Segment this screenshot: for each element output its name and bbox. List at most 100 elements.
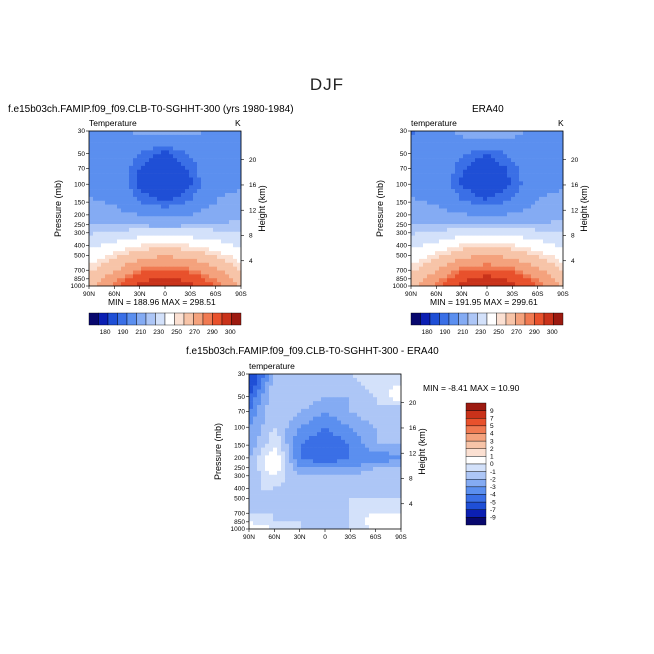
- field-cell: [483, 235, 488, 240]
- field-cell: [547, 274, 552, 279]
- field-cell: [385, 455, 390, 460]
- field-cell: [161, 173, 166, 178]
- field-cell: [447, 177, 452, 182]
- field-cell: [539, 208, 544, 213]
- field-cell: [515, 235, 520, 240]
- field-cell: [551, 134, 556, 140]
- field-cell: [169, 193, 174, 198]
- field-cell: [309, 393, 314, 398]
- field-cell: [377, 501, 382, 507]
- field-cell: [397, 451, 402, 456]
- field-cell: [455, 150, 460, 155]
- field-cell: [389, 486, 394, 491]
- field-cell: [373, 467, 378, 472]
- field-cell: [121, 231, 126, 236]
- field-cell: [325, 509, 330, 514]
- field-cell: [209, 216, 214, 221]
- field-cell: [479, 231, 484, 236]
- field-cell: [381, 517, 386, 522]
- field-cell: [201, 154, 206, 159]
- field-cell: [177, 258, 182, 264]
- field-cell: [153, 258, 158, 264]
- field-cell: [253, 478, 258, 483]
- field-cell: [451, 165, 456, 171]
- field-cell: [153, 131, 158, 136]
- field-cell: [511, 173, 516, 178]
- field-cell: [377, 412, 382, 417]
- field-cell: [233, 255, 238, 260]
- field-cell: [341, 381, 346, 386]
- field-cell: [217, 146, 222, 151]
- field-cell: [447, 274, 452, 279]
- colorbar-label: 270: [189, 329, 200, 336]
- field-cell: [471, 208, 476, 213]
- field-cell: [121, 134, 126, 140]
- field-cell: [519, 138, 524, 143]
- field-cell: [373, 447, 378, 452]
- field-cell: [213, 239, 218, 244]
- field-cell: [273, 412, 278, 417]
- field-cell: [333, 381, 338, 386]
- field-cell: [419, 231, 424, 236]
- field-cell: [341, 428, 346, 433]
- field-cell: [507, 251, 512, 256]
- field-cell: [141, 258, 146, 264]
- field-cell: [105, 134, 110, 140]
- field-cell: [419, 227, 424, 233]
- field-cell: [185, 243, 190, 248]
- field-cell: [447, 239, 452, 244]
- field-cell: [169, 255, 174, 260]
- field-cell: [467, 146, 472, 151]
- field-cell: [443, 216, 448, 221]
- field-cell: [495, 162, 500, 167]
- field-cell: [459, 134, 464, 140]
- field-cell: [257, 385, 262, 390]
- field-cell: [329, 501, 334, 507]
- field-cell: [237, 146, 242, 151]
- field-cell: [105, 196, 110, 202]
- field-cell: [157, 212, 162, 217]
- field-cell: [559, 204, 564, 209]
- field-cell: [237, 189, 242, 194]
- field-cell: [507, 282, 512, 287]
- field-cell: [447, 196, 452, 202]
- field-cell: [467, 247, 472, 252]
- field-cell: [539, 266, 544, 271]
- field-cell: [511, 212, 516, 217]
- field-cell: [551, 146, 556, 151]
- field-cell: [169, 274, 174, 279]
- field-cell: [349, 521, 354, 526]
- field-cell: [101, 274, 106, 279]
- field-cell: [281, 486, 286, 491]
- field-cell: [305, 505, 310, 510]
- field-cell: [559, 282, 564, 287]
- field-cell: [475, 255, 480, 260]
- field-cell: [137, 193, 142, 198]
- field-cell: [93, 216, 98, 221]
- latitude-tick-label: 60N: [268, 534, 280, 541]
- field-cell: [125, 142, 130, 147]
- field-cell: [547, 255, 552, 260]
- field-cell: [293, 420, 298, 425]
- field-cell: [467, 131, 472, 136]
- field-cell: [229, 235, 234, 240]
- field-cell: [435, 162, 440, 167]
- field-cell: [551, 235, 556, 240]
- field-cell: [341, 432, 346, 437]
- field-cell: [333, 416, 338, 421]
- field-cell: [431, 134, 436, 140]
- field-cell: [555, 231, 560, 236]
- field-cell: [435, 258, 440, 264]
- field-cell: [225, 270, 230, 275]
- field-cell: [109, 282, 114, 287]
- field-cell: [439, 150, 444, 155]
- field-cell: [309, 385, 314, 390]
- field-cell: [209, 255, 214, 260]
- field-cell: [109, 247, 114, 252]
- field-cell: [389, 463, 394, 468]
- field-cell: [479, 177, 484, 182]
- field-cell: [213, 278, 218, 283]
- field-cell: [317, 509, 322, 514]
- field-cell: [197, 266, 202, 271]
- field-cell: [467, 165, 472, 171]
